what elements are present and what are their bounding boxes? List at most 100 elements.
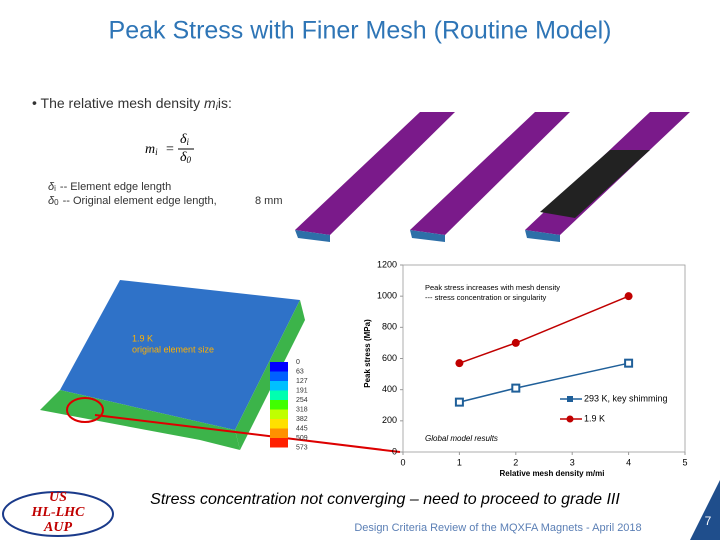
block-model: 1.9 K original element size 0 63 127 191 254… [40,280,401,453]
page-number: 7 [705,514,712,528]
mesh-images [290,108,710,243]
colorbar-label: 509 [296,435,308,442]
colorbar-label: 191 [296,387,308,394]
lhs: m [145,142,155,157]
def-symbol: δ [48,181,55,193]
slide-title: Peak Stress with Finer Mesh (Routine Mod… [109,17,612,45]
x-axis-label: Relative mesh density m/mi [500,469,605,478]
formula-lhs: mi [145,142,158,157]
plot-area [402,264,686,453]
caption: Stress concentration not converging – ne… [150,491,620,508]
y-tick-label: 600 [382,353,397,363]
def-sub: 0 [54,198,59,207]
annotation: Global model results [425,434,498,443]
scale-label: 8 mm [255,195,283,207]
marker [511,383,521,393]
y-tick-label: 1000 [377,291,397,301]
num-sub: i [187,137,190,147]
num: δ [180,132,187,147]
beam-end [410,230,445,242]
colorbar-swatch [270,419,288,429]
definition: δi -- Element edge length [48,181,171,193]
y-tick-label: 800 [382,322,397,332]
marker [624,292,633,301]
colorbar-label: 63 [296,368,304,375]
colorbar-label: 127 [296,378,308,385]
colorbar-label: 445 [296,425,308,432]
definitions: δi -- Element edge length δ0 -- Original e… [48,181,283,207]
bullet-text: The relative mesh density [41,95,201,111]
marker [455,359,464,368]
legend-label: 293 K, key shimming [584,393,668,403]
beam [410,112,570,235]
formula-den: δ0 [180,150,192,165]
def-text: -- Original element edge length, [63,195,217,207]
logo-text: AUP [43,520,72,535]
x-tick-label: 2 [513,457,518,467]
colorbar-label: 318 [296,406,308,413]
colorbar-swatch [270,381,288,391]
corner-band [690,480,720,540]
y-tick-label: 1200 [377,259,397,269]
def-symbol: δ [48,195,55,207]
lhs-sub: i [155,147,158,157]
x-tick-label: 3 [570,457,575,467]
logo-text: US [49,490,67,505]
beam [295,112,455,235]
beam-end [525,230,560,242]
dense-mesh [540,150,650,218]
annotation: Peak stress increases with mesh density [425,283,560,292]
colorbar-label: 573 [296,444,308,451]
colorbar-swatch [270,371,288,381]
colorbar-swatch [270,400,288,410]
colorbar-swatch [270,428,288,438]
legend-marker [567,396,573,402]
annotation: --- stress concentration or singularity [425,293,547,302]
colorbar-swatch [270,390,288,400]
logo-ring [2,491,114,537]
x-tick-label: 4 [626,457,631,467]
y-tick-label: 0 [392,446,397,456]
legend-label: 1.9 K [584,413,605,423]
bullet-sub: i [216,102,219,113]
x-tick-label: 5 [682,457,687,467]
marker [454,397,464,407]
colorbar-swatch [270,438,288,448]
definition: δ0 -- Original element edge length, [48,195,217,207]
colorbar-label: 0 [296,359,300,366]
marker [624,358,634,368]
formula-eq: = [166,142,174,157]
def-sub: i [54,184,56,193]
colorbar: 0 63 127 191 254 318 382 445 509 573 [270,359,308,451]
def-text: -- Element edge length [60,181,171,193]
y-tick-label: 400 [382,384,397,394]
legend-marker [566,415,574,423]
footer: Design Criteria Review of the MQXFA Magn… [354,522,641,534]
colorbar-swatch [270,362,288,372]
logo-text: HL-LHC [31,505,86,520]
bullet-symbol: m [204,95,216,111]
den: δ [180,150,187,165]
x-tick-label: 1 [457,457,462,467]
bullet: • The relative mesh density miis: [32,95,232,113]
x-tick-label: 0 [400,457,405,467]
y-tick-label: 200 [382,415,397,425]
pointer-line [94,414,401,453]
model-label: original element size [132,344,214,354]
formula-num: δi [180,132,190,147]
highlight-circle [66,397,104,423]
logo: US HL-LHC AUP [2,490,114,537]
marker [511,338,520,347]
chart: 0 200 400 600 800 1000 1200 0 1 2 3 4 5 Relative mesh… [363,259,687,478]
block-top [60,280,300,430]
model-label: 1.9 K [132,333,153,343]
y-axis-label: Peak stress (MPa) [363,319,372,388]
colorbar-label: 254 [296,397,308,404]
colorbar-swatch [270,409,288,419]
beam-end [295,230,330,242]
formula: mi = δi δ0 [145,132,194,165]
den-sub: 0 [187,155,192,165]
colorbar-label: 382 [296,416,308,423]
bullet-after: is: [218,95,232,111]
